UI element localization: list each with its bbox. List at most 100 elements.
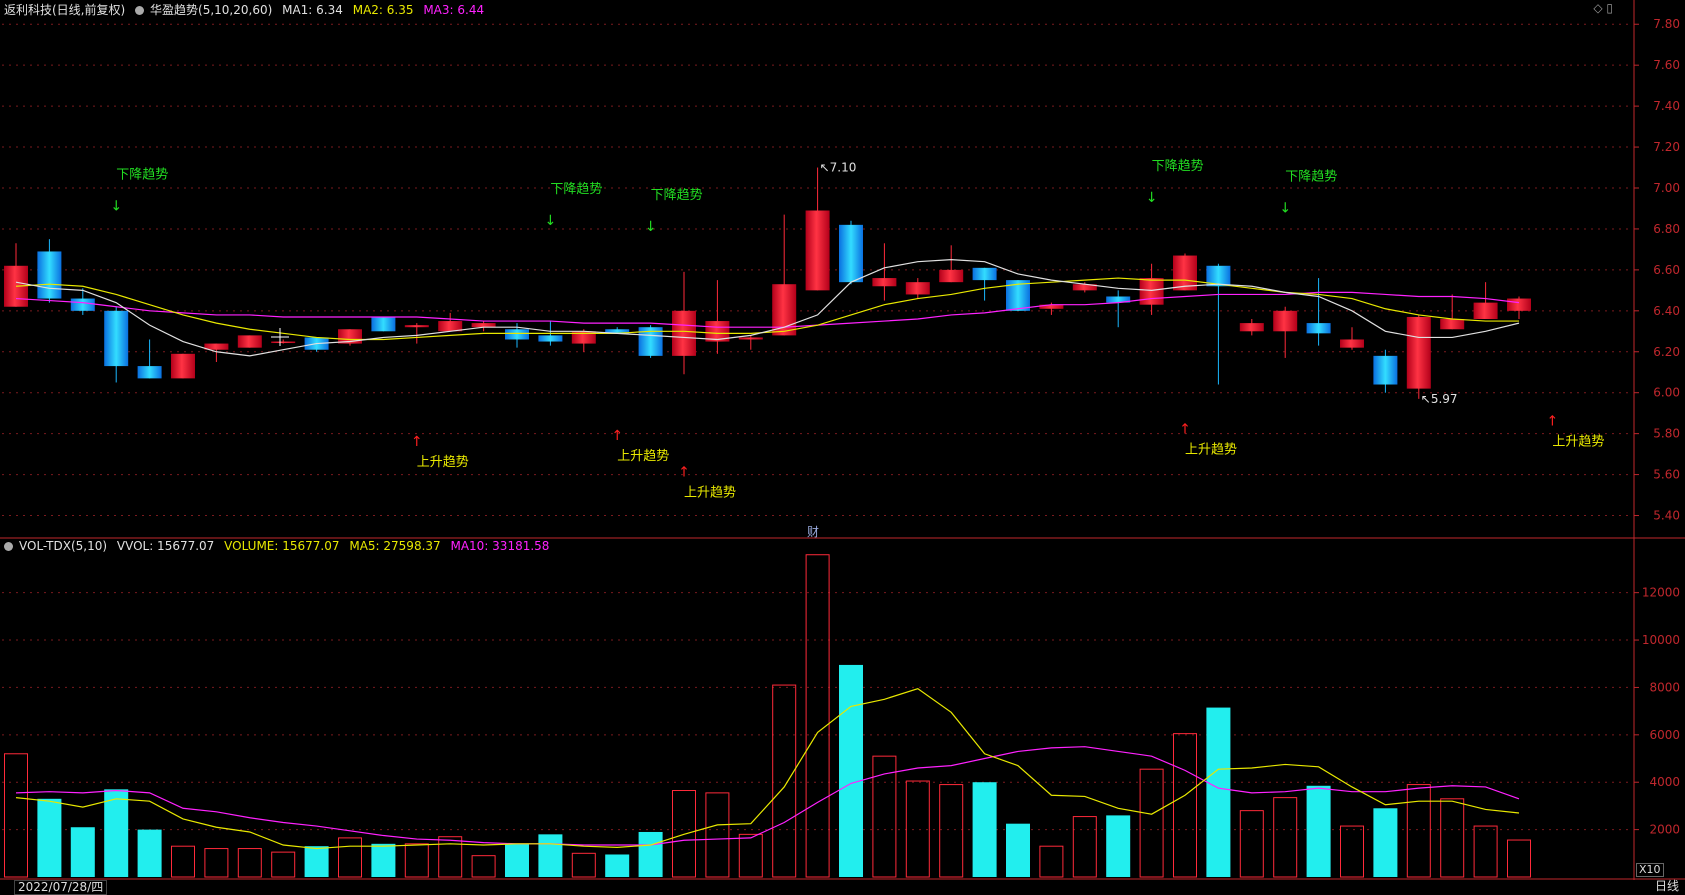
price-tick-label: 6.40 (1653, 304, 1680, 318)
indicator-name[interactable]: 华盈趋势(5,10,20,60) (150, 3, 273, 17)
down-trend-label: 下降趋势 (550, 181, 602, 197)
volume-bar (571, 852, 596, 878)
candle-body (271, 341, 296, 344)
candle-body (204, 343, 229, 350)
volume-bar (872, 755, 897, 878)
candle-body (1173, 255, 1197, 291)
volume-bar (204, 848, 229, 878)
volume-bar (1473, 825, 1498, 878)
candle-body (171, 353, 195, 379)
candle-body (872, 278, 897, 287)
up-trend-label: 上升趋势 (1185, 442, 1237, 458)
volume-bar (304, 846, 329, 877)
volume-bar (371, 843, 396, 877)
volume-bar (237, 848, 262, 878)
candle-body (1139, 278, 1164, 305)
candle-body (1373, 355, 1398, 385)
up-arrow-icon: ↑ (1547, 414, 1559, 430)
volume-bar (438, 836, 463, 878)
period-label[interactable]: 日线 (1654, 879, 1679, 893)
vol-ma5-value: MA5: 27598.37 (349, 539, 441, 553)
volume-tick-label: 12000 (1642, 586, 1680, 600)
price-tick-label: 5.60 (1653, 468, 1680, 482)
volume-bar (171, 845, 195, 878)
price-tick-label: 5.40 (1653, 509, 1680, 523)
up-arrow-icon: ↑ (678, 465, 690, 481)
cursor-crosshair-icon (271, 328, 289, 346)
down-arrow-icon: ↓ (1279, 200, 1291, 216)
down-trend-label: 下降趋势 (1152, 158, 1204, 174)
volume-bar (1039, 845, 1064, 878)
candle-body (672, 310, 696, 356)
volume-bar (705, 792, 730, 878)
volume-bar (4, 753, 28, 878)
price-tick-label: 6.80 (1653, 222, 1680, 236)
volume-bar (1373, 808, 1398, 877)
volume-bar (271, 851, 296, 878)
volume-bar (505, 843, 529, 877)
volume-tick-label: 8000 (1649, 680, 1680, 694)
candle-body (137, 366, 162, 379)
price-tick-label: 6.00 (1653, 386, 1680, 400)
volume-indicator-name[interactable]: VOL-TDX(5,10) (19, 539, 108, 553)
volume-tick-label: 6000 (1649, 728, 1680, 742)
volume-panel-header: VOL-TDX(5,10) VVOL: 15677.07 VOLUME: 156… (4, 539, 555, 553)
candle-body (471, 323, 496, 328)
date-readout: 2022/07/28/四 (14, 880, 108, 895)
volume-bar (137, 829, 162, 877)
volume-bar (1173, 733, 1197, 878)
max-price-label: ↖7.10 (820, 161, 857, 175)
candle-body (1106, 296, 1131, 303)
candle-body (1306, 323, 1331, 334)
candle-body (1473, 302, 1498, 320)
volume-bar (338, 837, 362, 878)
ma2-line (15, 277, 1519, 341)
price-panel-header: 返利科技(日线,前复权) 华盈趋势(5,10,20,60) MA1: 6.34 … (4, 1, 490, 18)
candle-body (571, 331, 596, 344)
down-arrow-icon: ↓ (110, 198, 122, 214)
volume-bar (404, 843, 429, 878)
candle-body (939, 269, 964, 283)
volume-bar (1340, 825, 1364, 878)
candle-body (1406, 316, 1431, 389)
scale-button[interactable]: X10 (1636, 863, 1664, 877)
volume-bar (1406, 784, 1431, 878)
ma1-value: MA1: 6.34 (282, 3, 343, 17)
down-arrow-icon: ↓ (545, 213, 557, 229)
volume-bar (738, 833, 763, 878)
volume-bar (638, 831, 663, 877)
candle-body (538, 335, 563, 342)
candle-body (1440, 319, 1465, 330)
finance-marker[interactable]: 财 (807, 525, 820, 539)
volume-bar (37, 798, 62, 877)
volume-bar (905, 780, 930, 878)
ma1-line (15, 259, 1520, 357)
indicator-toggle-icon[interactable] (135, 6, 145, 15)
ma3-value: MA3: 6.44 (423, 3, 485, 17)
price-tick-label: 7.00 (1653, 181, 1680, 195)
panel-control-icons[interactable]: ◇ ▯ (1593, 1, 1613, 15)
candle-body (1239, 323, 1264, 332)
up-trend-label: 上升趋势 (1552, 434, 1604, 450)
down-arrow-icon: ↓ (645, 219, 657, 235)
ma2-value: MA2: 6.35 (352, 3, 414, 17)
volume-toggle-icon[interactable] (4, 542, 13, 551)
up-trend-label: 上升趋势 (684, 485, 736, 501)
volume-bar (1206, 707, 1231, 877)
candle-body (438, 321, 463, 332)
volume-bar (839, 664, 863, 877)
vol-ma10-value: MA10: 33181.58 (450, 539, 550, 553)
volume-bar (1072, 816, 1097, 878)
volume-bar (772, 684, 797, 878)
candle-body (104, 310, 129, 367)
price-tick-label: 7.40 (1653, 99, 1680, 113)
volume-bar (805, 554, 830, 878)
volume-bar (104, 789, 129, 877)
volume-bar (939, 784, 964, 878)
price-tick-label: 5.80 (1653, 427, 1680, 441)
volume-tick-label: 2000 (1649, 823, 1680, 837)
candle-body (605, 329, 630, 334)
candle-body (505, 329, 529, 340)
volume-ma5-line (15, 687, 1520, 850)
